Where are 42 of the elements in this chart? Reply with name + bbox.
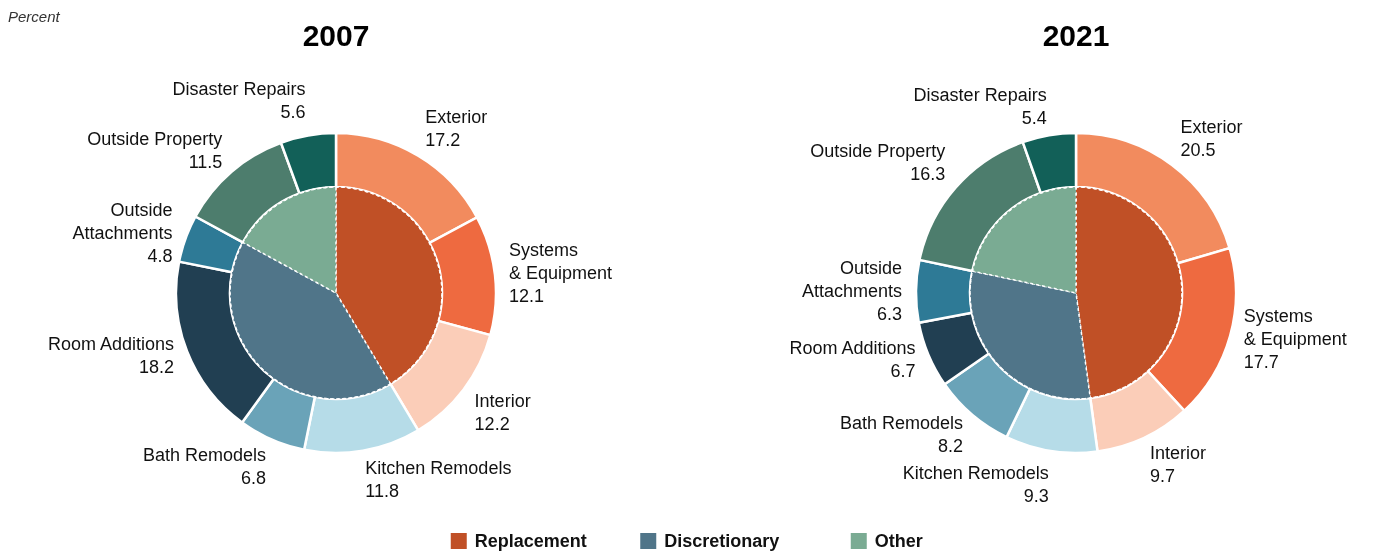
data-label: 8.2	[938, 436, 964, 457]
slice-label: Systems & Equipment	[508, 239, 612, 283]
slice-label: Disaster Repairs	[172, 79, 306, 100]
data-label: 17.7	[1243, 352, 1279, 373]
data-label: 5.4	[1021, 107, 1047, 128]
data-label: 16.3	[910, 164, 946, 185]
data-label: 20.5	[1180, 139, 1216, 160]
slice-label: Interior	[1150, 443, 1207, 464]
data-label: 12.1	[508, 285, 544, 306]
data-label: 11.5	[188, 152, 223, 173]
slice-label: Kitchen Remodels	[902, 463, 1049, 484]
data-label: 6.8	[240, 468, 267, 489]
data-label: 17.2	[425, 129, 461, 150]
slice-label: Outside Property	[87, 129, 223, 150]
data-label: 4.8	[147, 246, 173, 267]
slice-label: Room Additions	[789, 338, 916, 359]
text: Percent	[8, 8, 61, 25]
slice-label: Disaster Repairs	[913, 84, 1047, 105]
slice-label: Bath Remodels	[840, 413, 964, 434]
slice-label: Exterior	[425, 106, 488, 127]
data-label: 5.6	[280, 102, 306, 123]
data-label: 6.3	[876, 303, 903, 324]
slice-label: Outside Property	[810, 141, 946, 162]
data-label: 6.7	[890, 361, 916, 382]
slice-label: Outside Attachments	[801, 257, 903, 301]
slice-label: Interior	[474, 391, 531, 412]
data-label: 18.2	[138, 357, 174, 378]
chart-title: 2021	[1042, 19, 1110, 52]
legend-label: Discretionary	[664, 531, 780, 551]
data-label: 11.8	[365, 480, 400, 501]
data-label: 12.2	[474, 414, 510, 435]
slice-label: Exterior	[1180, 116, 1243, 137]
chart-title: 2007	[302, 19, 370, 52]
legend-label: Other	[874, 531, 923, 551]
slice-label: Kitchen Remodels	[365, 457, 512, 478]
slice-label: Systems & Equipment	[1243, 306, 1347, 350]
data-label: 9.3	[1023, 486, 1049, 507]
slice-label: Outside Attachments	[72, 200, 173, 244]
slice-label: Bath Remodels	[142, 445, 267, 466]
data-label: 9.7	[1150, 466, 1176, 487]
legend-label: Replacement	[474, 531, 587, 551]
slice-label: Room Additions	[47, 334, 174, 355]
